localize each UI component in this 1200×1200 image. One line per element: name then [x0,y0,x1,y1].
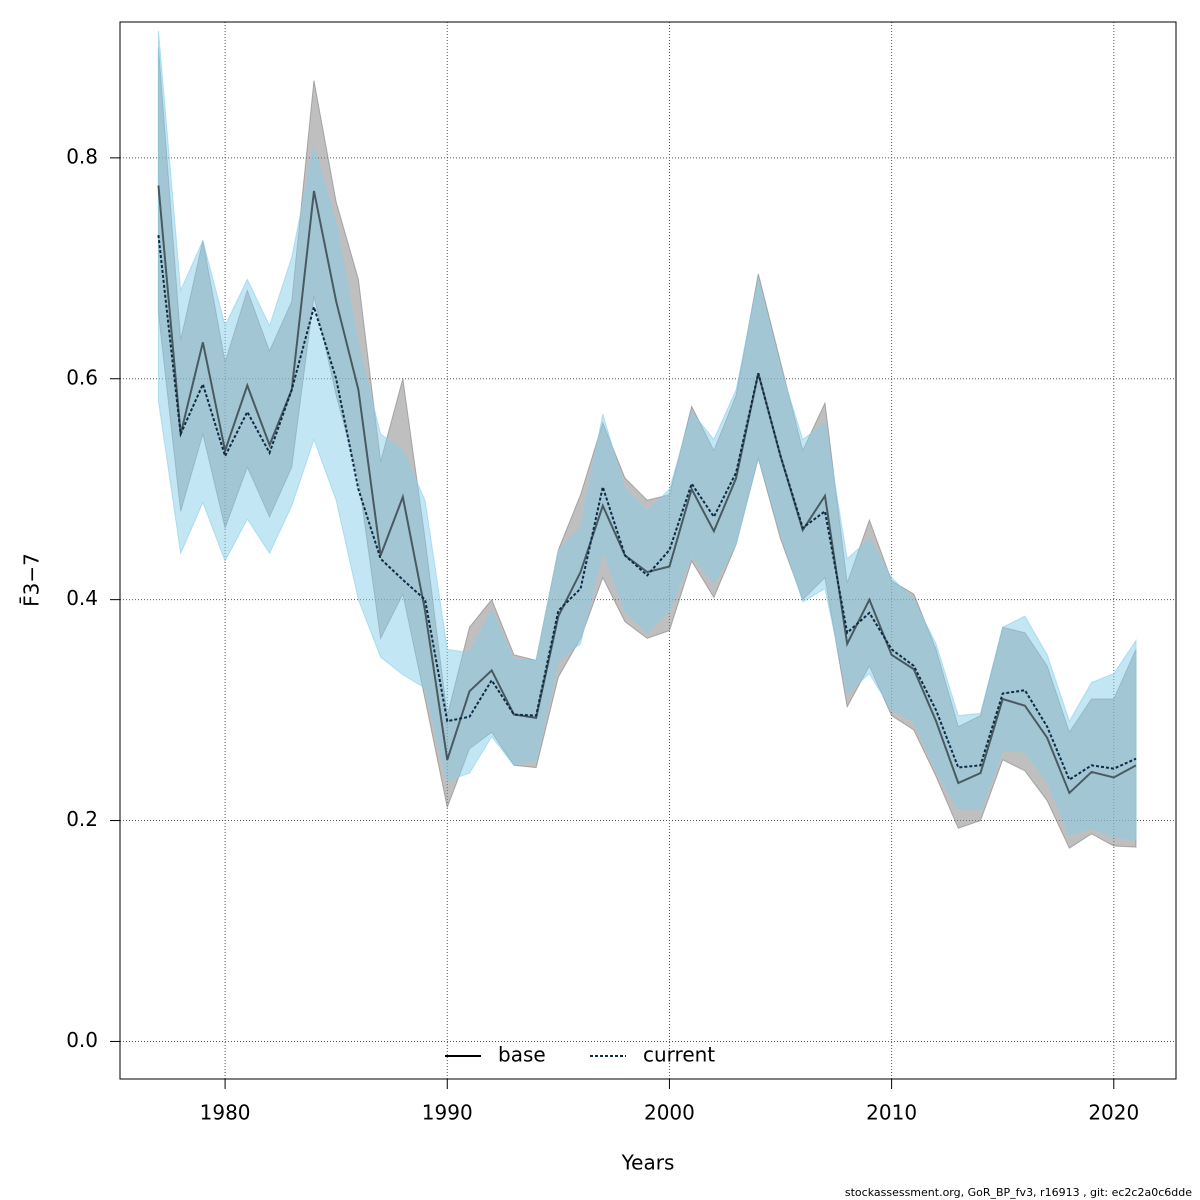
x-tick-label: 2010 [866,1101,917,1125]
y-tick-label: 0.0 [66,1028,98,1052]
x-tick-label: 2000 [644,1101,695,1125]
series-line [157,235,1137,782]
y-tick-label: 0.4 [66,586,98,610]
series-line [157,185,1137,795]
x-tick-label: 1990 [422,1101,473,1125]
y-axis-label: F̄3−7 [19,553,44,607]
legend-label: base [498,1043,546,1067]
confidence-band [157,30,1137,840]
y-tick-label: 0.6 [66,365,98,389]
legend-label: current [643,1043,715,1067]
y-tick-label: 0.8 [66,144,98,168]
x-tick-label: 2020 [1088,1101,1139,1125]
footnote: stockassessment.org, GoR_BP_fv3, r16913 … [845,1186,1192,1199]
plot-frame [119,21,1177,1080]
x-axis-label: Years [621,1151,675,1175]
y-tick-label: 0.2 [66,807,98,831]
x-tick-label: 1980 [200,1101,251,1125]
